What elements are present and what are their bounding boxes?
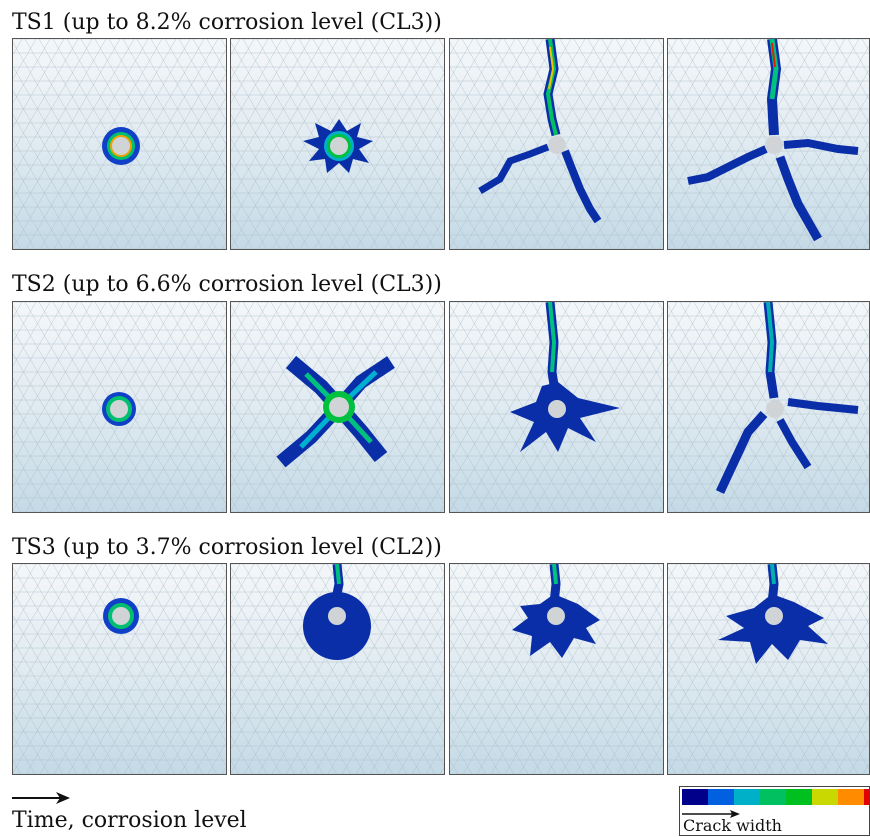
ts3-panel-3 <box>449 563 664 775</box>
row-title-ts1: TS1 (up to 8.2% corrosion level (CL3)) <box>12 10 442 35</box>
ts2-panel-4-figure <box>668 302 869 512</box>
ts1-panel-1 <box>12 38 227 250</box>
ts3-panel-4-figure <box>668 564 869 774</box>
colorbar-swatch-4 <box>786 789 812 805</box>
ts1-panel-3-figure <box>450 39 663 249</box>
ts3-panel-1-figure <box>13 564 226 774</box>
time-axis-label: Time, corrosion level <box>12 808 247 833</box>
ts2-panel-2-figure <box>231 302 444 512</box>
ts1-panel-2-figure <box>231 39 444 249</box>
ts1-panel-1-figure <box>13 39 226 249</box>
ts1-panel-4-figure <box>668 39 869 249</box>
ts1-panel-3 <box>449 38 664 250</box>
colorbar <box>682 789 869 805</box>
colorbar-swatch-1 <box>708 789 734 805</box>
ts3-panel-3-figure <box>450 564 663 774</box>
ts3-panel-2-figure <box>231 564 444 774</box>
time-arrow-icon <box>12 792 70 804</box>
ts2-panel-2 <box>230 301 445 513</box>
colorbar-swatch-2 <box>734 789 760 805</box>
ts2-panel-1 <box>12 301 227 513</box>
colorbar-swatch-3 <box>760 789 786 805</box>
ts2-panel-4 <box>667 301 870 513</box>
ts3-panel-2 <box>230 563 445 775</box>
ts2-panel-3 <box>449 301 664 513</box>
colorbar-swatch-7 <box>864 789 869 805</box>
colorbar-swatch-6 <box>838 789 864 805</box>
ts1-panel-4 <box>667 38 870 250</box>
legend-label: Crack width <box>683 816 782 835</box>
ts3-panel-4 <box>667 563 870 775</box>
legend-arrow-icon <box>682 810 740 818</box>
colorbar-swatch-5 <box>812 789 838 805</box>
row-title-ts2: TS2 (up to 6.6% corrosion level (CL3)) <box>12 272 442 297</box>
ts3-panel-1 <box>12 563 227 775</box>
ts1-panel-2 <box>230 38 445 250</box>
ts2-panel-3-figure <box>450 302 663 512</box>
colorbar-swatch-0 <box>682 789 708 805</box>
row-title-ts3: TS3 (up to 3.7% corrosion level (CL2)) <box>12 535 442 560</box>
crack-width-legend: Crack width <box>679 786 870 836</box>
ts2-panel-1-figure <box>13 302 226 512</box>
